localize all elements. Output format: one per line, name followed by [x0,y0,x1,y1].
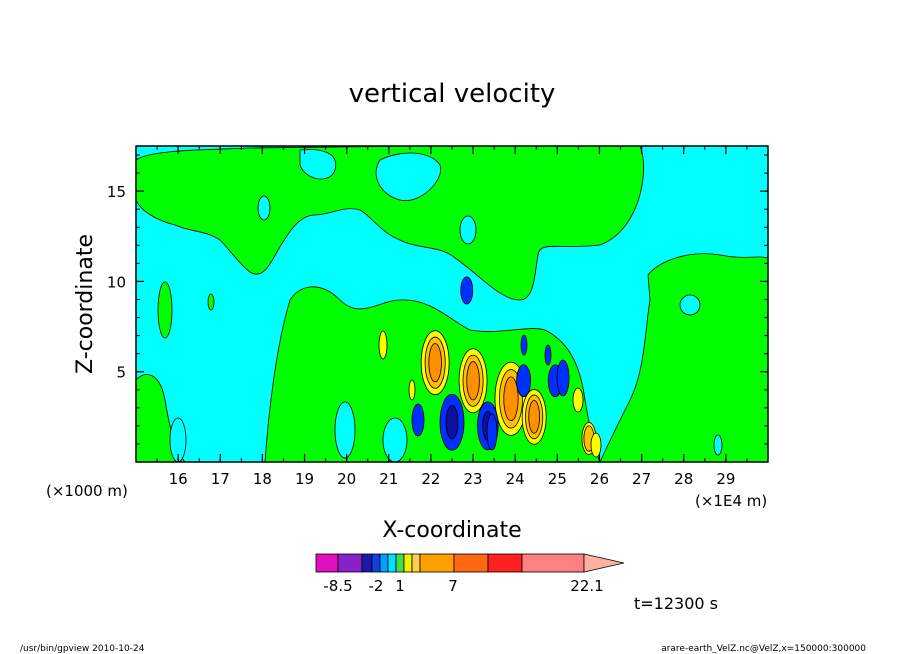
colorbar-label: 22.1 [570,577,603,595]
colorbar-segment [419,553,455,573]
downdraft-cell [460,276,474,305]
x-tick-label: 19 [295,470,314,488]
colorbar-segment [487,553,523,573]
colorbar-segment [387,553,397,573]
green-upper-band [135,145,644,301]
time-label: t=12300 s [634,594,718,613]
cyan-region [713,434,723,456]
colorbar-label: 1 [395,577,405,595]
cyan-region [334,401,356,459]
colorbar-label: 7 [448,577,458,595]
colorbar-segment [395,553,405,573]
x-axis-label: X-coordinate [382,518,521,543]
minor-cell [544,344,552,366]
x-tick-label: 27 [632,470,651,488]
colorbar-segment [403,553,413,573]
minor-cell [556,359,570,397]
x-tick-label: 23 [464,470,483,488]
colorbar-segment [315,553,339,573]
green-cell [157,281,173,339]
minor-cell [572,387,584,413]
colorbar-segment [521,553,585,573]
footer-left: /usr/bin/gpview 2010-10-24 [20,644,145,654]
x-tick-label: 26 [590,470,609,488]
colorbar-labels: -8.5 -2 1 7 22.1 [323,577,603,595]
x-tick-label: 22 [421,470,440,488]
colorbar-label: -8.5 [323,577,352,595]
y-tick-label: 5 [116,364,126,382]
x-unit-left: (×1000 m) [46,482,128,500]
x-axis-ticks: 16 17 18 19 20 21 22 23 24 25 26 27 28 29 [156,146,748,488]
minor-cell [486,413,498,451]
footer-right: arare-earth_VelZ.nc@VelZ,x=150000:300000 [661,644,866,654]
minor-cell [411,403,425,437]
colorbar-label: -2 [369,577,384,595]
cyan-region [299,149,337,180]
downdraft-cell [516,364,532,398]
cyan-region [375,152,442,202]
y-tick-label: 10 [107,273,126,291]
cyan-region [382,417,408,463]
colorbar-segment [411,553,421,573]
y-tick-label: 15 [107,183,126,201]
colorbar-segment [337,553,363,573]
downdraft-cell-core [445,405,459,440]
x-tick-label: 20 [337,470,356,488]
colorbar-segment [379,553,389,573]
x-tick-label: 17 [211,470,230,488]
updraft-cell-core [466,361,480,401]
y-axis-label: Z-coordinate [73,234,98,374]
cyan-region [459,215,477,245]
x-tick-label: 21 [379,470,398,488]
colorbar-segment [371,553,381,573]
updraft-cell-core [503,376,519,422]
minor-cell [378,330,388,360]
x-tick-label: 28 [674,470,693,488]
colorbar-extend-arrow [583,553,625,573]
colorbar-segment [361,553,373,573]
x-tick-label: 16 [169,470,188,488]
colorbar-segment [453,553,489,573]
colorbar [315,553,625,573]
plot-area [135,145,769,463]
x-tick-label: 18 [253,470,272,488]
minor-cell [590,432,602,458]
green-cell [207,293,215,311]
updraft-cell-core [428,343,442,383]
cyan-region [679,294,701,316]
y-axis-ticks: 5 10 15 [107,154,768,445]
x-tick-label: 24 [506,470,525,488]
cyan-region [257,195,271,221]
x-unit-right: (×1E4 m) [695,492,767,510]
x-tick-label: 25 [548,470,567,488]
updraft-cell-core [528,399,540,434]
minor-cell [520,334,528,356]
minor-cell [408,379,416,401]
chart-title: vertical velocity [349,79,556,109]
x-tick-label: 29 [716,470,735,488]
contour-fields [135,145,769,463]
